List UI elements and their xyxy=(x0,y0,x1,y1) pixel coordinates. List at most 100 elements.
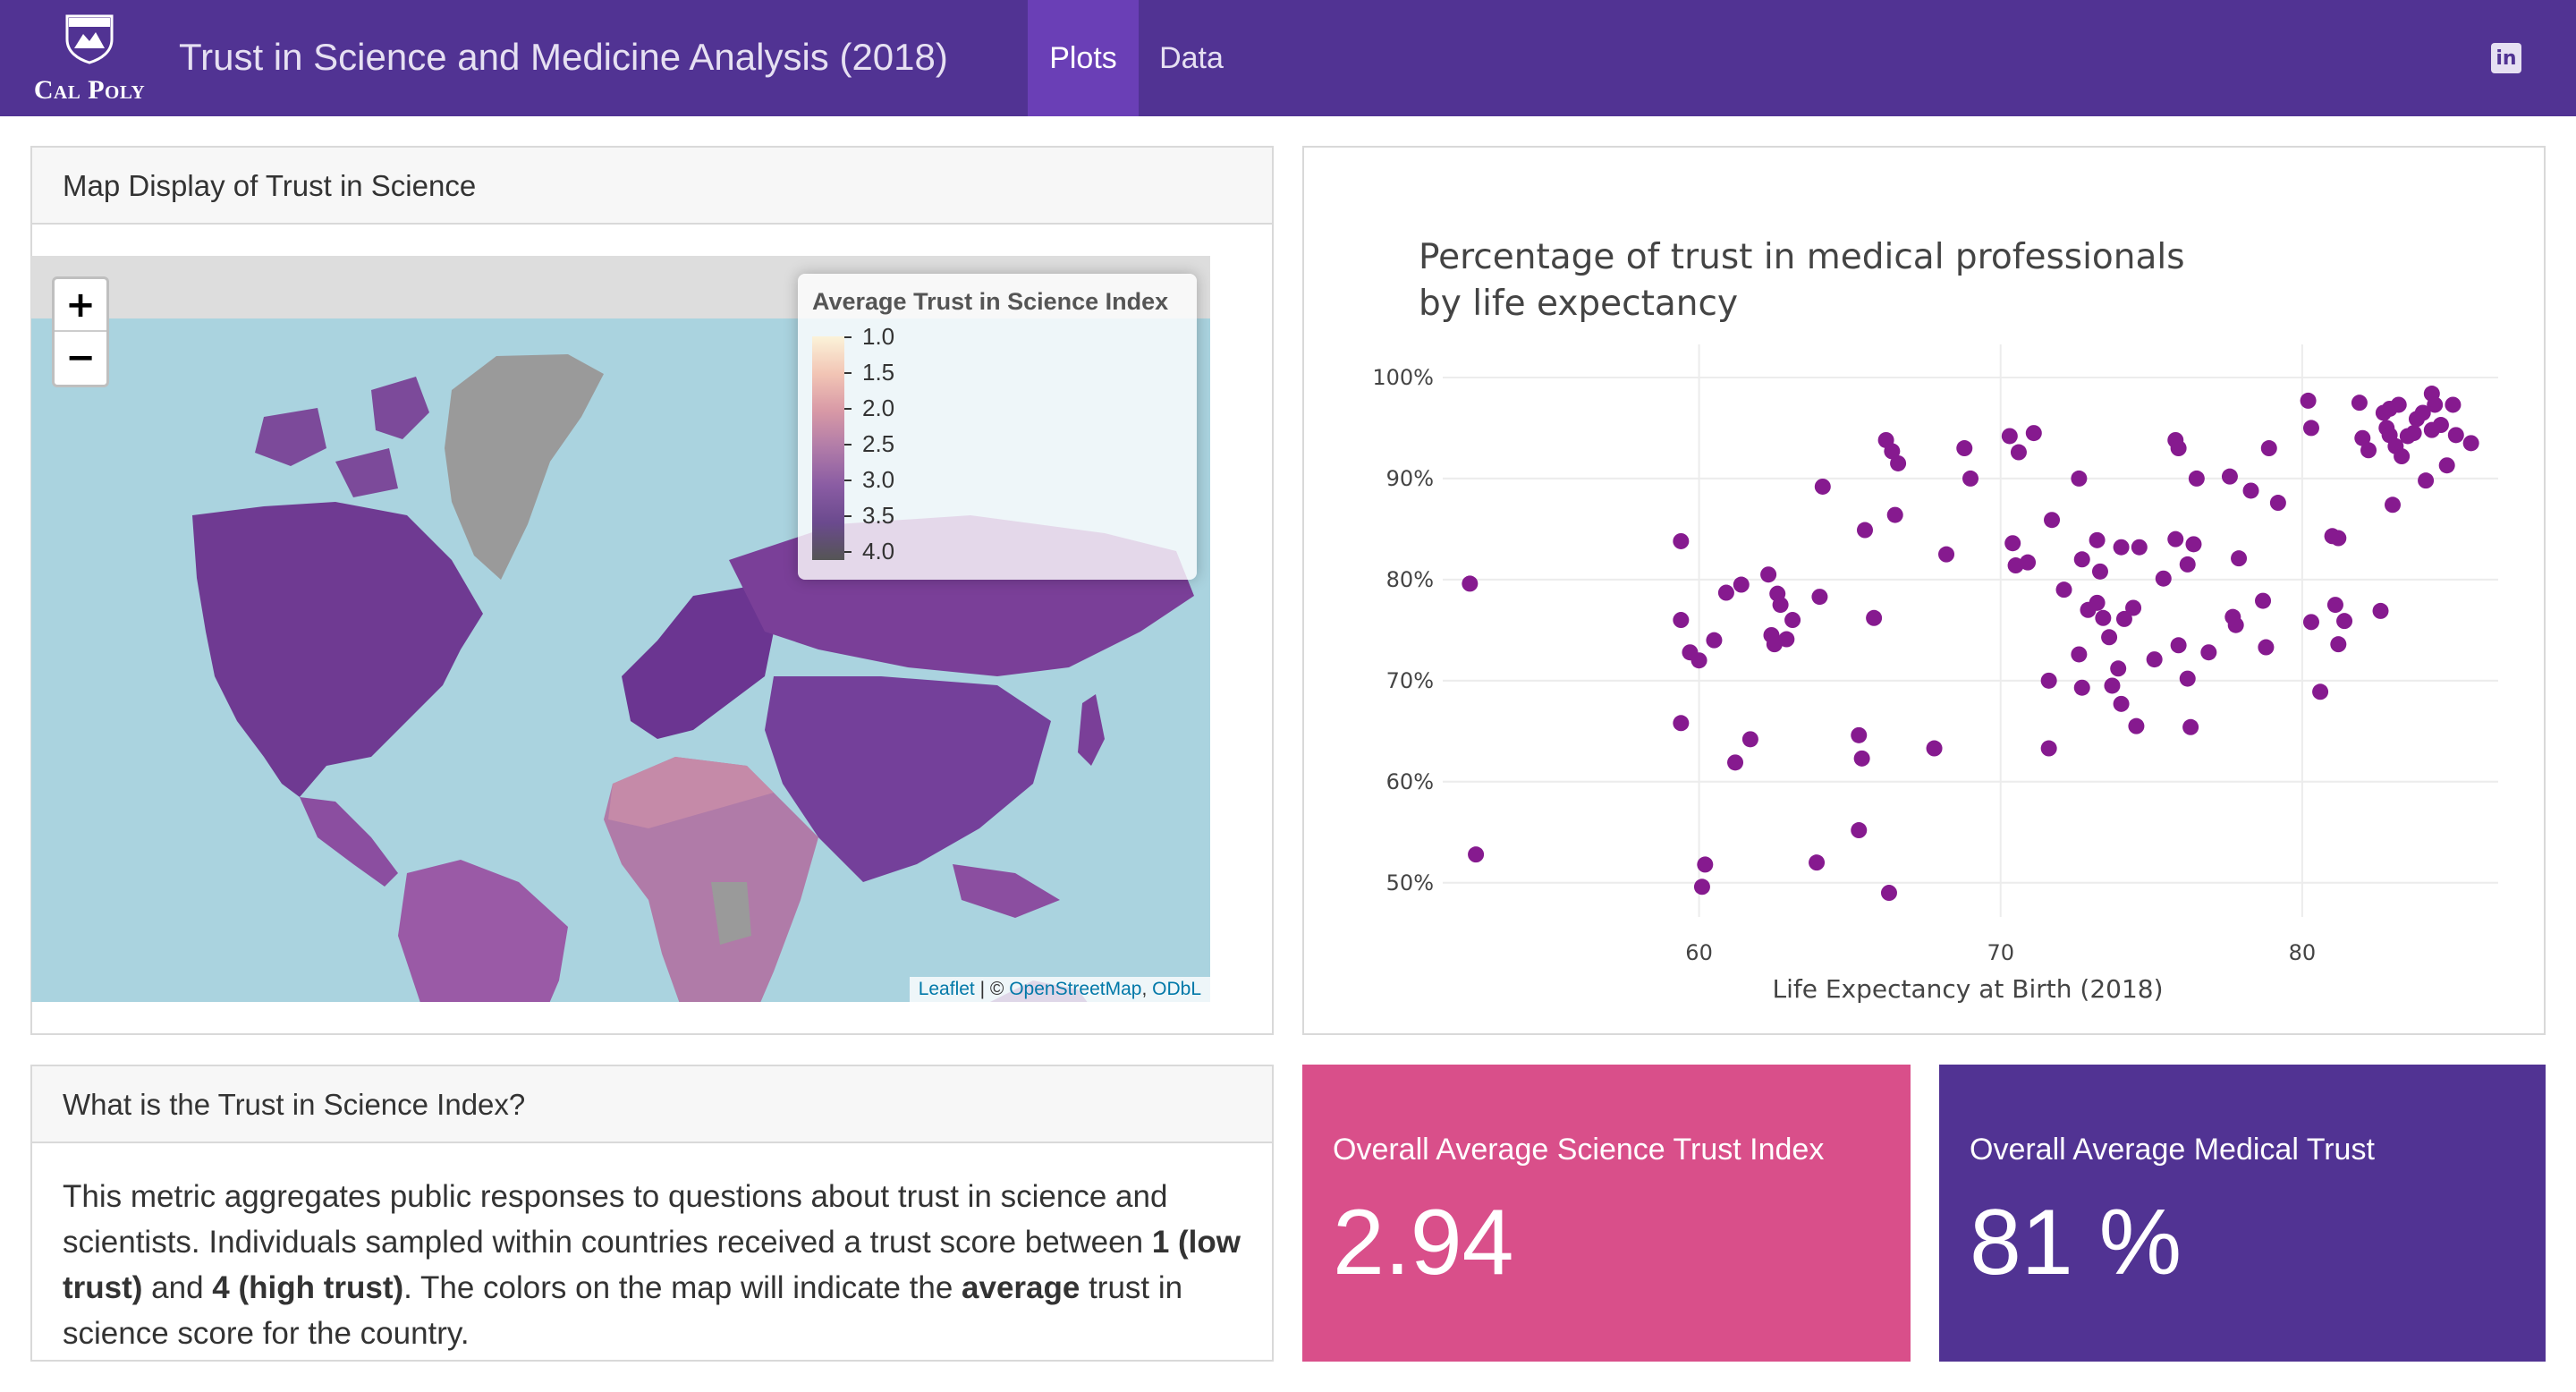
linkedin-icon[interactable]: in xyxy=(2491,43,2521,73)
scatter-point[interactable] xyxy=(1890,454,1907,471)
scatter-point[interactable] xyxy=(1706,632,1723,649)
scatter-point[interactable] xyxy=(2360,442,2377,459)
scatter-point[interactable] xyxy=(2414,404,2431,421)
scatter-point[interactable] xyxy=(2185,536,2202,553)
scatter-point[interactable] xyxy=(1778,631,1795,648)
scatter-point[interactable] xyxy=(2351,395,2368,412)
scatter-point[interactable] xyxy=(2071,646,2088,663)
scatter-point[interactable] xyxy=(2167,530,2184,547)
scatter-point[interactable] xyxy=(2113,695,2130,712)
scatter-point[interactable] xyxy=(2405,425,2422,442)
scatter-point[interactable] xyxy=(1814,478,1831,495)
scatter-point[interactable] xyxy=(2104,677,2121,694)
scatter-point[interactable] xyxy=(2073,551,2090,568)
scatter-point[interactable] xyxy=(2040,672,2057,689)
scatter-point[interactable] xyxy=(2445,396,2462,413)
scatter-point[interactable] xyxy=(1962,470,1979,487)
scatter-point[interactable] xyxy=(2146,651,2163,668)
scatter-point[interactable] xyxy=(2025,425,2042,442)
scatter-point[interactable] xyxy=(2113,539,2130,556)
scatter-point[interactable] xyxy=(2131,539,2148,556)
scatter-point[interactable] xyxy=(2170,440,2187,457)
scatter-point[interactable] xyxy=(1468,846,1485,863)
scatter-point[interactable] xyxy=(2004,535,2021,552)
scatter-point[interactable] xyxy=(2385,497,2401,514)
scatter-point[interactable] xyxy=(2221,468,2238,485)
cal-poly-logo[interactable]: Cal Poly xyxy=(27,13,152,106)
scatter-point[interactable] xyxy=(1886,506,1903,523)
scatter-point[interactable] xyxy=(2128,717,2145,734)
scatter-point[interactable] xyxy=(2302,420,2319,437)
scatter-point[interactable] xyxy=(1880,885,1897,902)
scatter-point[interactable] xyxy=(2390,396,2407,413)
scatter-point[interactable] xyxy=(1673,612,1690,629)
scatter-point[interactable] xyxy=(2269,495,2286,512)
scatter-point[interactable] xyxy=(2372,602,2389,619)
scatter-point[interactable] xyxy=(1766,636,1783,653)
scatter-point[interactable] xyxy=(2432,417,2449,434)
scatter-point[interactable] xyxy=(2300,392,2317,409)
scatter-point[interactable] xyxy=(2055,581,2072,598)
scatter-point[interactable] xyxy=(1857,522,1873,539)
scatter-point[interactable] xyxy=(2020,554,2037,571)
scatter-point[interactable] xyxy=(2073,679,2090,696)
scatter-point[interactable] xyxy=(1690,652,1707,669)
scatter-point[interactable] xyxy=(1811,589,1828,606)
scatter-point[interactable] xyxy=(2418,472,2435,489)
scatter-point[interactable] xyxy=(2115,610,2132,627)
scatter-point[interactable] xyxy=(1772,597,1789,614)
scatter-point[interactable] xyxy=(1673,532,1690,549)
scatter-point[interactable] xyxy=(2170,637,2187,654)
scatter-point[interactable] xyxy=(2179,670,2196,687)
scatter-point[interactable] xyxy=(2447,427,2464,444)
scatter-point[interactable] xyxy=(1938,546,1955,563)
scatter-point[interactable] xyxy=(2110,660,2127,677)
scatter-point[interactable] xyxy=(2091,563,2108,580)
scatter-point[interactable] xyxy=(2125,599,2142,616)
leaflet-link[interactable]: Leaflet xyxy=(918,979,975,999)
scatter-point[interactable] xyxy=(2438,457,2455,474)
scatter-point[interactable] xyxy=(2227,616,2244,633)
scatter-point[interactable] xyxy=(1851,726,1868,743)
scatter-point[interactable] xyxy=(1733,576,1750,593)
scatter-point[interactable] xyxy=(2182,718,2199,735)
scatter-point[interactable] xyxy=(2007,557,2024,574)
scatter-point[interactable] xyxy=(2336,613,2353,630)
scatter-point[interactable] xyxy=(1673,715,1690,732)
scatter-point[interactable] xyxy=(2188,470,2205,487)
scatter-point[interactable] xyxy=(2354,429,2371,446)
scatter-point[interactable] xyxy=(1697,856,1714,873)
scatter-point[interactable] xyxy=(1727,754,1744,771)
tab-data[interactable]: Data xyxy=(1159,41,1224,75)
scatter-point[interactable] xyxy=(2312,683,2329,700)
scatter-point[interactable] xyxy=(2394,448,2411,465)
scatter-point[interactable] xyxy=(2089,531,2106,548)
osm-link[interactable]: OpenStreetMap xyxy=(1009,979,1142,999)
scatter-point[interactable] xyxy=(1853,750,1870,767)
scatter-point[interactable] xyxy=(2326,597,2343,614)
scatter-point[interactable] xyxy=(2001,428,2018,445)
scatter-point[interactable] xyxy=(2155,570,2172,587)
scatter-point[interactable] xyxy=(2101,629,2118,646)
scatter-point[interactable] xyxy=(1956,440,1973,457)
scatter-point[interactable] xyxy=(2242,482,2259,499)
odbl-link[interactable]: ODbL xyxy=(1152,979,1201,999)
zoom-in-button[interactable]: + xyxy=(55,279,106,332)
scatter-point[interactable] xyxy=(1717,584,1734,601)
scatter-point[interactable] xyxy=(2010,444,2027,461)
scatter-point[interactable] xyxy=(1741,731,1758,748)
tab-plots[interactable]: Plots xyxy=(1028,0,1139,116)
scatter-point[interactable] xyxy=(1866,609,1883,626)
scatter-point[interactable] xyxy=(2095,609,2112,626)
scatter-point[interactable] xyxy=(2071,470,2088,487)
zoom-out-button[interactable]: − xyxy=(65,337,96,378)
scatter-point[interactable] xyxy=(1462,575,1479,592)
scatter-point[interactable] xyxy=(1809,854,1826,871)
scatter-point[interactable] xyxy=(1760,566,1777,583)
scatter-point[interactable] xyxy=(2462,435,2479,452)
scatter-point[interactable] xyxy=(2427,396,2444,413)
scatter-point[interactable] xyxy=(2089,594,2106,611)
scatter-point[interactable] xyxy=(2258,639,2275,656)
scatter-point[interactable] xyxy=(2200,644,2217,661)
scatter-point[interactable] xyxy=(2330,530,2347,547)
